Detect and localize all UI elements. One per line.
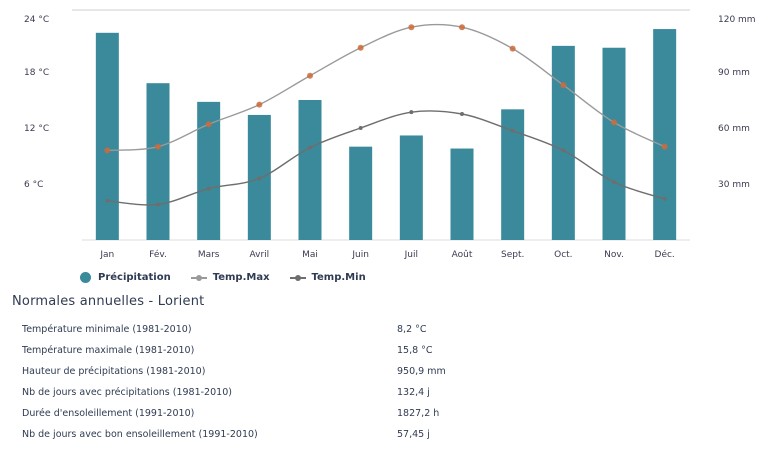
temp-min-point bbox=[308, 145, 312, 150]
temp-min-point bbox=[105, 198, 110, 203]
temp-min-point bbox=[612, 180, 616, 185]
temp-max-point bbox=[104, 147, 111, 154]
right-axis-tick-label: 120 mm bbox=[718, 15, 756, 25]
stat-row: Nb de jours avec bon ensoleillement (199… bbox=[22, 429, 482, 450]
annual-normals-table: Température minimale (1981-2010) 8,2 °C … bbox=[22, 324, 482, 450]
x-axis-category-label: Oct. bbox=[554, 250, 572, 260]
left-axis-tick-label: 18 °C bbox=[24, 68, 49, 78]
precipitation-bar bbox=[95, 32, 119, 240]
precipitation-bar bbox=[450, 148, 474, 240]
precipitation-bar bbox=[146, 83, 170, 240]
x-axis-category-label: Fév. bbox=[149, 249, 167, 260]
stat-label: Nb de jours avec précipitations (1981-20… bbox=[22, 387, 232, 398]
precipitation-bar bbox=[197, 101, 221, 240]
legend-item-temp-max[interactable]: Temp.Max bbox=[190, 272, 270, 283]
legend-label-temp-max: Temp.Max bbox=[212, 272, 270, 283]
precipitation-bar bbox=[399, 135, 423, 240]
temp-min-point bbox=[460, 112, 464, 116]
temp-max-point bbox=[256, 101, 263, 108]
stat-row: Nb de jours avec précipitations (1981-20… bbox=[22, 387, 482, 408]
temp-min-point bbox=[561, 148, 566, 153]
right-axis-tick-label: 90 mm bbox=[718, 68, 750, 78]
right-axis-tick-label: 60 mm bbox=[718, 124, 750, 134]
temp-max-point bbox=[155, 143, 161, 150]
stat-value: 57,45 j bbox=[397, 429, 430, 440]
stat-value: 15,8 °C bbox=[397, 345, 433, 356]
stat-value: 132,4 j bbox=[397, 387, 430, 398]
x-axis-category-label: Août bbox=[452, 250, 473, 260]
stat-label: Durée d'ensoleillement (1991-2010) bbox=[22, 408, 195, 419]
temp-min-line bbox=[107, 110, 665, 206]
temp-max-point bbox=[560, 82, 567, 89]
precipitation-bar bbox=[349, 146, 373, 240]
stat-label: Hauteur de précipitations (1981-2010) bbox=[22, 366, 206, 377]
temp-min-point bbox=[206, 186, 211, 191]
temp-min-line-icon bbox=[289, 274, 306, 281]
legend-label-precipitation: Précipitation bbox=[98, 272, 171, 283]
temp-min-point bbox=[257, 176, 262, 181]
stat-label: Température minimale (1981-2010) bbox=[22, 324, 192, 335]
x-axis-category-label: Juil bbox=[404, 250, 418, 260]
temp-min-point bbox=[510, 128, 515, 133]
right-axis-tick-label: 30 mm bbox=[718, 180, 750, 190]
precipitation-bar bbox=[653, 29, 677, 240]
temp-max-line bbox=[107, 23, 665, 152]
temp-max-point bbox=[408, 24, 415, 31]
temp-max-point bbox=[205, 121, 212, 128]
x-axis-category-label: Déc. bbox=[655, 249, 675, 260]
temp-max-point bbox=[661, 143, 668, 150]
stat-row: Durée d'ensoleillement (1991-2010) 1827,… bbox=[22, 408, 482, 429]
section-title: Normales annuelles - Lorient bbox=[12, 294, 205, 309]
x-axis-category-label: Nov. bbox=[604, 250, 624, 260]
left-axis-tick-label: 24 °C bbox=[24, 15, 49, 25]
stat-label: Température maximale (1981-2010) bbox=[22, 345, 195, 356]
legend-item-temp-min[interactable]: Temp.Min bbox=[289, 272, 366, 283]
temp-min-point bbox=[156, 202, 160, 207]
stat-row: Température minimale (1981-2010) 8,2 °C bbox=[22, 324, 482, 345]
x-axis-category-label: Juin bbox=[351, 250, 369, 260]
temp-max-point bbox=[307, 72, 313, 79]
x-axis-category-label: Avril bbox=[249, 250, 269, 260]
temp-max-point bbox=[611, 119, 617, 126]
left-axis-tick-label: 6 °C bbox=[24, 180, 43, 190]
temp-max-point bbox=[459, 24, 465, 31]
x-axis-category-label: Jan bbox=[99, 250, 114, 260]
precipitation-bar bbox=[501, 109, 525, 240]
stat-value: 1827,2 h bbox=[397, 408, 440, 419]
temp-max-line-icon bbox=[190, 274, 207, 281]
chart-legend: Précipitation Temp.Max Temp.Min bbox=[80, 272, 386, 283]
left-axis-tick-label: 12 °C bbox=[24, 124, 49, 134]
stat-label: Nb de jours avec bon ensoleillement (199… bbox=[22, 429, 258, 440]
temp-max-point bbox=[357, 44, 364, 51]
temp-min-point bbox=[409, 110, 414, 115]
precipitation-bar bbox=[551, 45, 575, 240]
climate-chart: 6 °C 12 °C 18 °C 24 °C 30 mm 60 mm 90 mm 120 mm… bbox=[24, 9, 756, 260]
stat-row: Température maximale (1981-2010) 15,8 °C bbox=[22, 345, 482, 366]
x-axis-category-label: Mai bbox=[302, 250, 318, 260]
legend-label-temp-min: Temp.Min bbox=[311, 272, 366, 283]
temp-min-point bbox=[662, 196, 667, 201]
x-axis-category-label: Sept. bbox=[501, 250, 524, 260]
legend-item-precipitation[interactable]: Précipitation bbox=[80, 272, 171, 283]
stat-value: 8,2 °C bbox=[397, 324, 427, 335]
temp-min-point bbox=[358, 126, 363, 130]
precipitation-swatch-icon bbox=[80, 272, 91, 283]
precipitation-bar bbox=[602, 47, 626, 240]
stat-row: Hauteur de précipitations (1981-2010) 95… bbox=[22, 366, 482, 387]
temp-max-point bbox=[509, 45, 516, 52]
x-axis-category-label: Mars bbox=[198, 250, 220, 260]
precipitation-bar bbox=[298, 100, 322, 240]
stat-value: 950,9 mm bbox=[397, 366, 446, 377]
